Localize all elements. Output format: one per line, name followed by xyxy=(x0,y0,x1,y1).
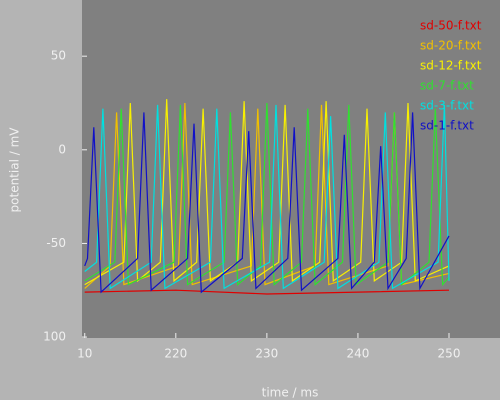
series-line xyxy=(84,99,450,286)
series-line xyxy=(84,112,450,294)
series-line xyxy=(84,104,450,290)
x-tick-label: 220 xyxy=(164,347,187,361)
x-tick-label: 250 xyxy=(438,347,461,361)
x-tick-label: 230 xyxy=(255,347,278,361)
x-tick-label: 240 xyxy=(346,347,369,361)
y-tick-label: 0 xyxy=(58,142,66,156)
x-tick-label: 10 xyxy=(77,347,92,361)
legend-entry: sd-1-f.txt xyxy=(420,119,474,133)
x-axis-label: time / ms xyxy=(262,386,319,400)
legend-entry: sd-20-f.txt xyxy=(420,39,482,53)
y-tick-label: 50 xyxy=(51,49,66,63)
legend-entry: sd-3-f.txt xyxy=(420,99,474,113)
plot-lines xyxy=(84,99,450,295)
legend-entry: sd-12-f.txt xyxy=(420,59,482,73)
y-axis-label: potential / mV xyxy=(8,127,22,213)
series-line xyxy=(84,289,450,295)
plot-area xyxy=(82,0,500,338)
y-tick-label: 100 xyxy=(43,330,66,344)
series-line xyxy=(84,102,450,287)
legend-entry: sd-50-f.txt xyxy=(420,19,482,33)
y-tick-label: -50 xyxy=(46,236,66,250)
legend-entry: sd-7-f.txt xyxy=(420,79,474,93)
